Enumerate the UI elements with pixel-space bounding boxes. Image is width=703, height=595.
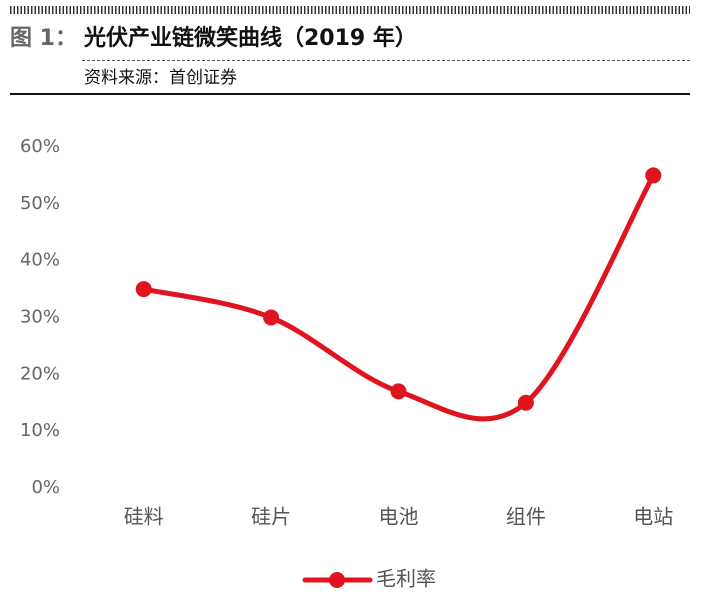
point bbox=[390, 383, 407, 400]
y-tick-label: 30% bbox=[20, 307, 60, 328]
legend-marker bbox=[329, 572, 345, 588]
x-tick-label: 电站 bbox=[633, 505, 673, 529]
chart-title: 光伏产业链微笑曲线（2019 年） bbox=[83, 25, 417, 51]
point bbox=[135, 281, 152, 298]
y-tick-label: 20% bbox=[20, 363, 60, 384]
x-tick-label: 硅料 bbox=[124, 505, 164, 529]
header-hatch bbox=[10, 6, 690, 14]
point bbox=[517, 394, 534, 411]
title-divider bbox=[82, 60, 690, 61]
series-line bbox=[141, 172, 656, 422]
y-tick-label: 0% bbox=[31, 477, 60, 498]
y-tick-label: 10% bbox=[20, 420, 60, 441]
point bbox=[645, 167, 662, 184]
chart-subtitle: 资料来源：首创证券 bbox=[84, 68, 237, 88]
y-tick-label: 40% bbox=[20, 250, 60, 271]
y-tick-label: 60% bbox=[20, 136, 60, 157]
header-rule bbox=[10, 93, 690, 95]
y-tick-label: 50% bbox=[20, 193, 60, 214]
legend-label: 毛利率 bbox=[376, 567, 436, 591]
x-tick-label: 硅片 bbox=[251, 505, 291, 529]
figure-label: 图 1： bbox=[10, 26, 77, 51]
x-tick-label: 电池 bbox=[379, 505, 419, 529]
x-tick-label: 组件 bbox=[506, 505, 546, 529]
point bbox=[263, 309, 280, 326]
